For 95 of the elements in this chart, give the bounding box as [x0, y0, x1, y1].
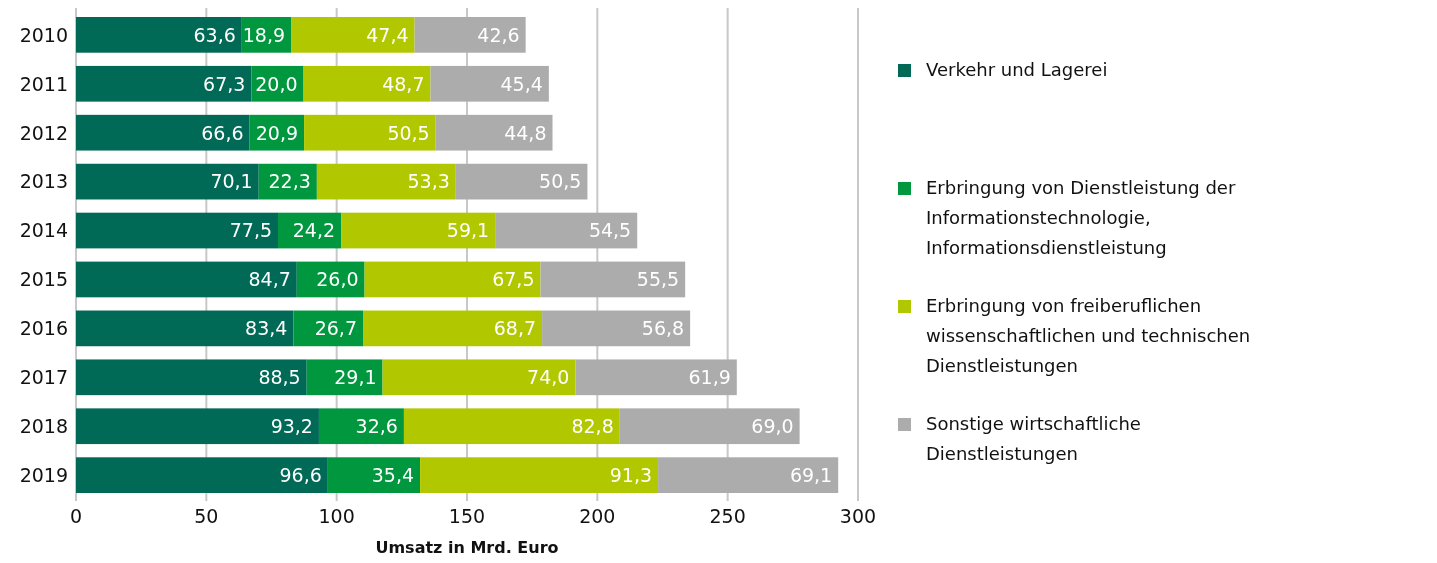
- bar: [76, 457, 328, 493]
- data-label: 50,5: [539, 170, 582, 193]
- x-tick-label: 200: [579, 505, 616, 527]
- bar: [304, 114, 436, 151]
- bar: [76, 65, 252, 102]
- x-tick-label: 0: [69, 505, 83, 527]
- bar: [291, 17, 415, 53]
- data-label: 20,9: [255, 121, 299, 144]
- bar: [318, 408, 404, 445]
- bar: [403, 408, 620, 445]
- bar: [362, 310, 543, 347]
- bar: [414, 17, 526, 53]
- data-label: 45,4: [500, 72, 543, 95]
- bar: [316, 163, 456, 200]
- bar: [455, 163, 588, 200]
- data-label: 91,3: [609, 463, 653, 486]
- data-label: 83,4: [245, 317, 288, 340]
- data-label: 66,6: [201, 121, 244, 144]
- x-tick-label: 250: [709, 505, 746, 527]
- data-label: 69,0: [751, 415, 794, 438]
- y-tick-label: 2012: [19, 121, 68, 144]
- data-label: 59,1: [446, 219, 490, 242]
- y-tick-label: 2017: [19, 366, 68, 389]
- bar: [76, 114, 250, 151]
- bar: [430, 65, 549, 102]
- data-label: 26,0: [316, 268, 359, 291]
- legend-label: Erbringung von Dienstleistung der Informationstechnologie, Informationsdienstleistung: [926, 177, 1236, 259]
- data-label: 93,2: [270, 415, 313, 438]
- bar: [540, 261, 686, 298]
- x-tick-label: 300: [839, 505, 877, 527]
- data-label: 88,5: [258, 366, 301, 389]
- bar: [435, 114, 553, 151]
- x-axis-title: Umsatz in Mrd. Euro: [375, 538, 559, 557]
- bar: [76, 212, 279, 249]
- bar: [303, 65, 431, 102]
- bar: [76, 310, 294, 347]
- data-label: 48,7: [382, 72, 425, 95]
- data-label: 84,7: [248, 268, 291, 291]
- data-label: 42,6: [477, 23, 520, 46]
- y-tick-label: 2015: [19, 268, 68, 291]
- y-tick-label: 2013: [19, 170, 68, 193]
- bar: [76, 261, 297, 298]
- bar: [306, 359, 383, 396]
- y-tick-label: 2011: [19, 72, 68, 95]
- data-label: 29,1: [334, 366, 377, 389]
- legend-label: Erbringung von freiberuflichen wissenschaftlichen und technischen Dienstleistungen: [926, 295, 1251, 377]
- x-tick-label: 150: [448, 505, 486, 527]
- bar: [495, 212, 638, 249]
- bar: [542, 310, 691, 347]
- bar: [382, 359, 576, 396]
- data-label: 20,0: [255, 72, 298, 95]
- legend-label: Sonstige wirtschaftliche Dienstleistungen: [926, 413, 1141, 465]
- bar: [575, 359, 737, 396]
- data-label: 18,9: [242, 23, 286, 46]
- x-tick-label: 50: [194, 505, 219, 527]
- bar: [76, 408, 319, 445]
- data-label: 56,8: [641, 317, 685, 340]
- data-label: 63,6: [193, 23, 236, 46]
- y-tick-label: 2019: [19, 463, 68, 486]
- data-label: 24,2: [292, 219, 336, 242]
- data-label: 32,6: [355, 415, 398, 438]
- y-tick-label: 2010: [19, 23, 68, 46]
- bar: [341, 212, 496, 249]
- bar: [327, 457, 421, 493]
- y-tick-label: 2018: [19, 415, 68, 438]
- data-label: 61,9: [688, 366, 731, 389]
- data-label: 22,3: [268, 170, 311, 193]
- x-tick-label: 100: [318, 505, 355, 527]
- bar: [658, 457, 839, 493]
- data-label: 69,1: [789, 463, 833, 486]
- data-label: 70,1: [210, 170, 253, 193]
- y-tick-label: 2014: [19, 219, 68, 242]
- data-label: 26,7: [314, 317, 357, 340]
- data-label: 53,3: [407, 170, 450, 193]
- data-label: 55,5: [636, 268, 680, 291]
- bar: [76, 17, 242, 53]
- data-label: 82,8: [571, 415, 614, 438]
- bar: [420, 457, 659, 493]
- data-label: 67,3: [203, 72, 246, 95]
- data-label: 54,5: [588, 219, 632, 242]
- data-label: 67,5: [492, 268, 535, 291]
- bar: [364, 261, 541, 298]
- data-label: 44,8: [504, 121, 547, 144]
- legend-label: Verkehr und Lagerei: [926, 59, 1108, 81]
- data-label: 74,0: [527, 366, 570, 389]
- data-label: 50,5: [387, 121, 430, 144]
- data-label: 68,7: [493, 317, 537, 340]
- data-label: 47,4: [366, 23, 409, 46]
- bar: [76, 163, 259, 200]
- data-label: 96,6: [279, 463, 322, 486]
- bar: [619, 408, 800, 445]
- data-label: 77,5: [229, 219, 273, 242]
- y-tick-label: 2016: [19, 317, 68, 340]
- bar: [76, 359, 307, 396]
- data-label: 35,4: [371, 463, 415, 486]
